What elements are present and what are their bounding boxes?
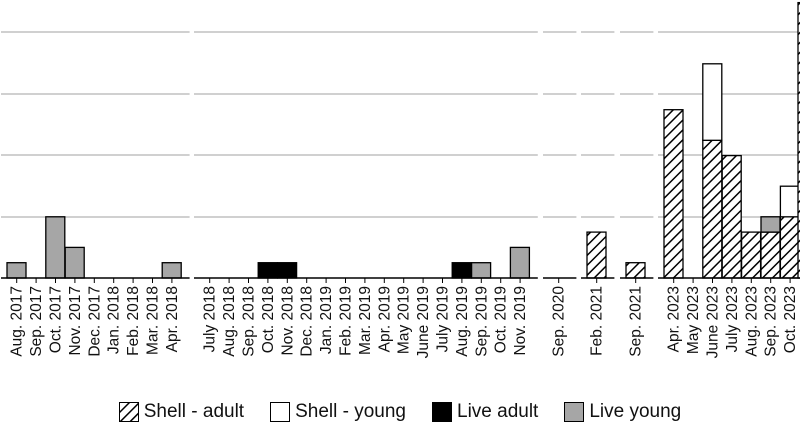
legend-swatch-live-adult bbox=[432, 402, 452, 422]
bar-nov-2018-live-adult bbox=[276, 262, 298, 279]
x-tick-label-feb-2021: Feb. 2021 bbox=[589, 286, 606, 356]
bar-sep-2019-live-young bbox=[470, 262, 492, 279]
x-tick-label-jan-2018: Jan. 2018 bbox=[106, 286, 123, 354]
bar-nov-2019-live-young bbox=[509, 246, 531, 279]
x-tick-label-aug-2019: Aug. 2019 bbox=[454, 286, 471, 357]
bar-apr-2018-live-young bbox=[161, 262, 182, 279]
bar-june-2023-shell-adult bbox=[702, 139, 723, 279]
bar-aug-2017-live-young bbox=[6, 262, 27, 279]
x-tick-label-dec-2018: Dec. 2018 bbox=[299, 286, 316, 357]
x-tick-label-may-2023: May 2023 bbox=[685, 286, 702, 354]
bar-sep-2021-shell-adult bbox=[625, 262, 646, 279]
x-tick-label-oct-2018: Oct. 2018 bbox=[260, 286, 277, 353]
legend: Shell - adult Shell - young Live adult L… bbox=[0, 396, 800, 428]
bar-feb-2021-shell-adult bbox=[586, 231, 607, 279]
legend-swatch-live-young bbox=[564, 402, 585, 422]
bar-sep-2023-shell-adult bbox=[760, 231, 781, 279]
bar-july-2023-shell-adult bbox=[721, 154, 742, 279]
bar-oct-2023-shell-young bbox=[779, 185, 800, 218]
x-tick-label-dec-2017: Dec. 2017 bbox=[86, 286, 103, 357]
x-tick-label-may-2019: May 2019 bbox=[396, 286, 413, 354]
x-tick-label-sep-2017: Sep. 2017 bbox=[28, 286, 45, 357]
x-tick-label-nov-2017: Nov. 2017 bbox=[67, 286, 84, 356]
x-tick-label-oct-2017: Oct. 2017 bbox=[48, 286, 65, 353]
x-tick-label-july-2019: July 2019 bbox=[435, 286, 452, 352]
legend-label-live-adult: Live adult bbox=[457, 401, 539, 422]
legend-item-live-adult: Live adult bbox=[432, 401, 538, 423]
x-tick-label-apr-2023: Apr. 2023 bbox=[666, 286, 683, 352]
grid-layer bbox=[1, 31, 800, 218]
x-tick-label-feb-2019: Feb. 2019 bbox=[338, 286, 355, 356]
legend-swatch-shell-young bbox=[270, 402, 291, 422]
x-tick-label-mar-2018: Mar. 2018 bbox=[145, 286, 162, 355]
bar-oct-2017-live-young bbox=[45, 216, 66, 279]
legend-item-live-young: Live young bbox=[564, 401, 681, 423]
x-tick-label-apr-2019: Apr. 2019 bbox=[376, 286, 393, 352]
x-tick-label-feb-2018: Feb. 2018 bbox=[125, 286, 142, 356]
x-tick-label-sep-2020: Sep. 2020 bbox=[551, 286, 568, 357]
bar-apr-2023-shell-adult bbox=[663, 109, 684, 279]
x-tick-label-aug-2023: Aug. 2023 bbox=[743, 286, 760, 357]
x-tick-label-apr-2018: Apr. 2018 bbox=[164, 286, 181, 352]
bar-layer bbox=[6, 1, 800, 279]
x-tick-label-jan-2019: Jan. 2019 bbox=[318, 286, 335, 354]
bar-oct-2018-live-adult bbox=[257, 262, 278, 279]
bar-aug-2019-live-adult bbox=[451, 262, 472, 279]
x-tick-label-oct-2019: Oct. 2019 bbox=[493, 286, 510, 353]
bar-june-2023-shell-young bbox=[702, 63, 723, 141]
x-tick-label-june-2019: June 2019 bbox=[415, 286, 432, 358]
x-tick-label-sep-2023: Sep. 2023 bbox=[763, 286, 780, 357]
bar-nov-2017-live-young bbox=[64, 246, 85, 279]
bar-sep-2023-live-young bbox=[760, 216, 781, 233]
x-tick-label-aug-2018: Aug. 2018 bbox=[221, 286, 238, 357]
tick-label-layer: Aug. 2017 Sep. 2017 Oct. 2017 Nov. 2017 Dec.… bbox=[9, 286, 799, 359]
x-tick-label-july-2018: July 2018 bbox=[202, 286, 219, 352]
legend-label-shell-adult: Shell - adult bbox=[143, 401, 245, 422]
x-tick-label-mar-2019: Mar. 2019 bbox=[357, 286, 374, 355]
x-tick-label-june-2023: June 2023 bbox=[705, 286, 722, 358]
x-tick-label-sep-2021: Sep. 2021 bbox=[628, 286, 645, 357]
x-tick-label-sep-2018: Sep. 2018 bbox=[241, 286, 258, 357]
x-tick-label-nov-2019: Nov. 2019 bbox=[512, 286, 529, 356]
x-tick-label-oct-2023: Oct. 2023 bbox=[782, 286, 799, 353]
x-tick-label-july-2023: July 2023 bbox=[724, 286, 741, 352]
x-tick-label-nov-2018: Nov. 2018 bbox=[279, 286, 296, 356]
legend-label-live-young: Live young bbox=[589, 401, 682, 422]
bar-aug-2023-shell-adult bbox=[740, 231, 762, 279]
legend-item-shell-young: Shell - young bbox=[270, 401, 406, 423]
x-tick-label-aug-2017: Aug. 2017 bbox=[9, 286, 26, 357]
axis-layer bbox=[1, 277, 800, 283]
x-tick-label-sep-2019: Sep. 2019 bbox=[473, 286, 490, 357]
legend-item-shell-adult: Shell - adult bbox=[118, 401, 245, 423]
bar-oct-2023-shell-adult bbox=[779, 216, 800, 279]
legend-swatch-shell-adult bbox=[118, 402, 139, 422]
bar-partial-edge bbox=[797, 1, 800, 279]
legend-label-shell-young: Shell - young bbox=[295, 401, 406, 422]
